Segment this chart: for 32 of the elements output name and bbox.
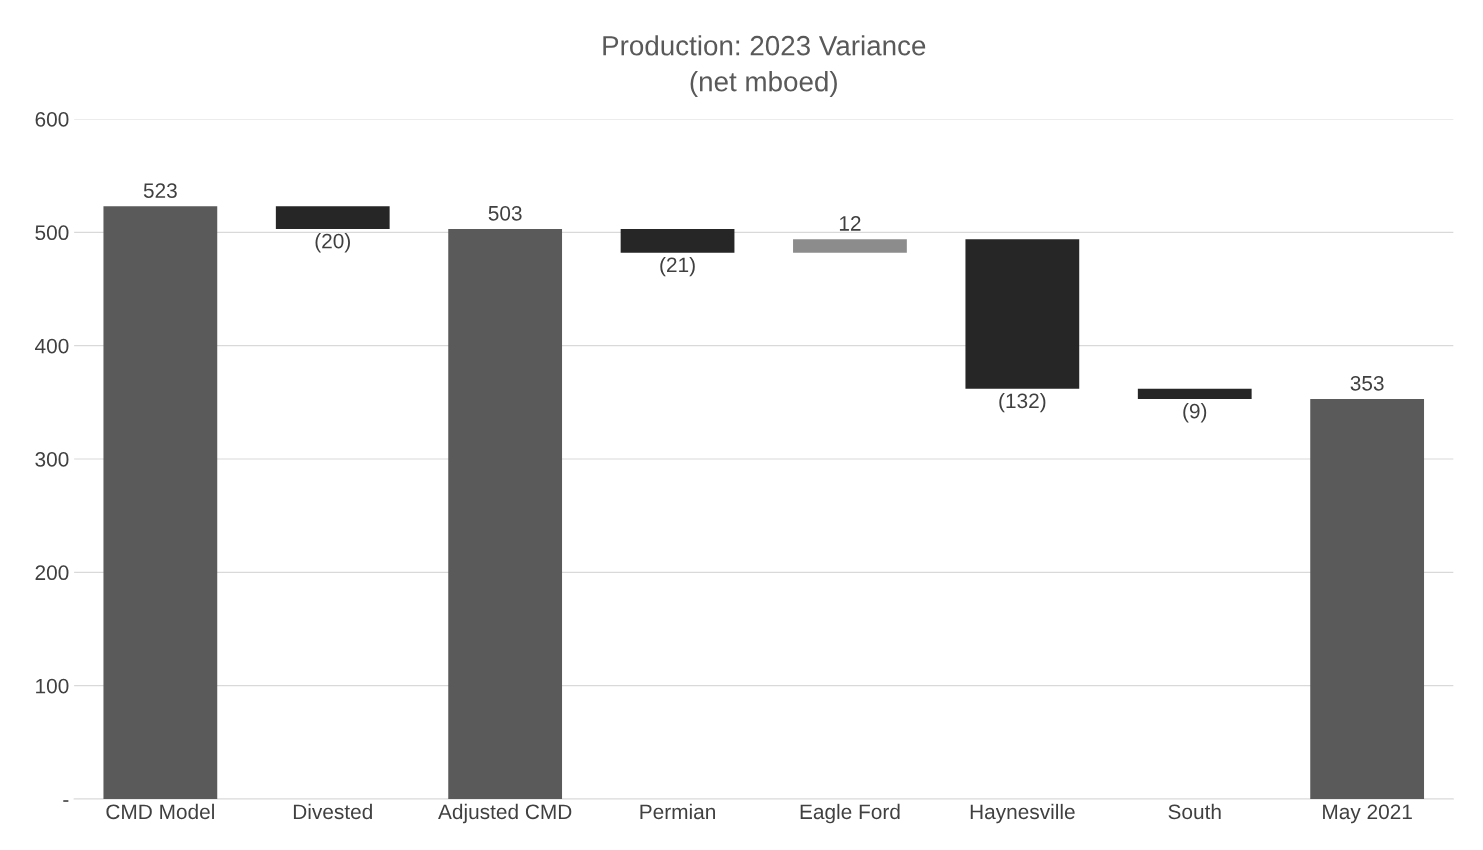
y-tick-label: 200	[35, 565, 69, 581]
x-tick-label: Adjusted CMD	[438, 803, 572, 824]
y-tick-label: -	[63, 800, 69, 802]
x-tick-label: South	[1168, 803, 1221, 820]
bar	[1137, 388, 1252, 399]
x-tick-label: Eagle Ford	[800, 803, 900, 824]
bar	[275, 206, 390, 229]
chart-title: Production: 2023 Variance (net mboed)	[603, 35, 926, 97]
bar	[620, 228, 735, 253]
y-tick-label: 300	[35, 452, 69, 467]
y-tick-label: 400	[35, 338, 69, 354]
y-tick-label: 100	[36, 678, 69, 694]
x-tick-label: Divested	[293, 803, 372, 820]
data-label: 523	[143, 183, 177, 198]
bar	[793, 239, 907, 253]
data-label: 353	[1350, 375, 1384, 391]
bar	[103, 206, 218, 799]
data-label: 503	[488, 205, 522, 221]
data-label: (20)	[315, 233, 350, 253]
data-label: 12	[839, 216, 861, 231]
bar	[448, 228, 563, 799]
bar	[965, 239, 1080, 389]
data-label: (132)	[999, 392, 1046, 413]
data-label: (9)	[1183, 403, 1207, 423]
x-tick-label: Permian	[640, 803, 715, 820]
bar	[1310, 398, 1425, 799]
y-tick-label: 500	[35, 225, 69, 241]
x-tick-label: May 2021	[1323, 804, 1412, 824]
data-label: (21)	[660, 256, 695, 277]
x-tick-label: Haynesville	[970, 803, 1075, 824]
x-tick-label: CMD Model	[106, 803, 214, 820]
y-tick-label: 600	[35, 112, 69, 127]
